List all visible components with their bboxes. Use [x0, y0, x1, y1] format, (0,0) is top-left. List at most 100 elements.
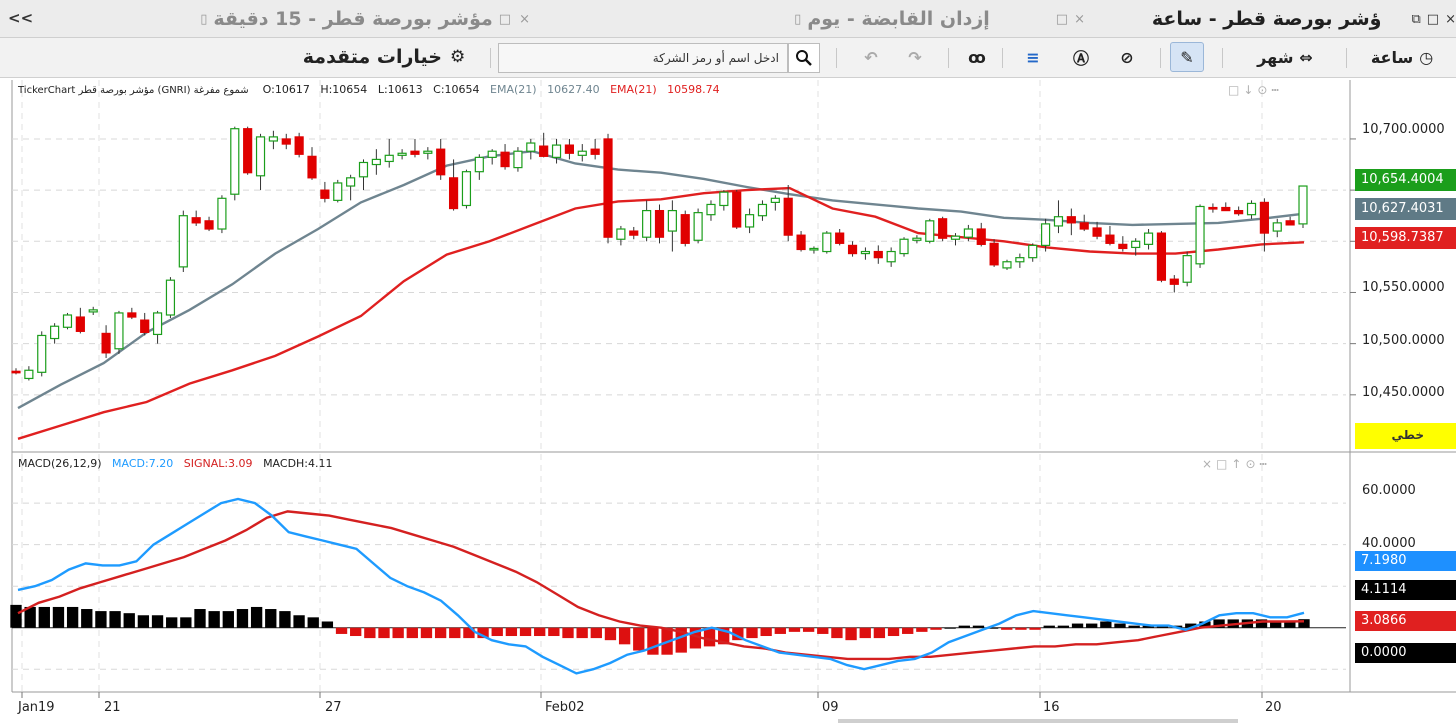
candle-body [551, 144, 562, 158]
tab-qse-hour[interactable]: × □ ⧉ ؤشر بورصة قطر - ساعة [1100, 0, 1456, 38]
candle-body [667, 209, 677, 232]
macd-histogram-bar [774, 627, 786, 634]
levels-button[interactable]: ≡ [1016, 42, 1050, 72]
candle-body [642, 209, 652, 238]
macd-histogram-bar [1255, 619, 1268, 628]
linear-scale-toggle[interactable]: خطي [1355, 423, 1456, 449]
tab-close-icon[interactable]: × [1074, 11, 1085, 27]
zero-tag: 0.0000 [1355, 643, 1456, 663]
histogram-tag: 4.1114 [1355, 580, 1456, 600]
candle-body [616, 228, 626, 240]
candle-body [1169, 278, 1179, 285]
candle-body [564, 144, 574, 154]
macd-histogram-bar [718, 627, 730, 645]
tab-label: إزدان القابضة - يوم [807, 8, 990, 30]
date-label: Feb02 [545, 700, 585, 715]
price-axis-tick: 10,700.0000 [1362, 122, 1445, 137]
macd-histogram-bar [10, 604, 22, 628]
separator [836, 48, 837, 68]
candle-body [1092, 227, 1102, 237]
macd-histogram-bar [236, 609, 249, 628]
redo-icon: ↷ [908, 47, 922, 67]
macd-histogram-bar [802, 627, 815, 632]
macd-line [17, 497, 1305, 675]
macd-histogram-bar [1057, 625, 1070, 628]
candle-body [423, 150, 433, 154]
candle-body [152, 312, 163, 336]
date-label: 20 [1265, 700, 1282, 715]
macd-histogram-bar [279, 611, 291, 628]
month-period-button[interactable]: ⇔ شهر [1230, 42, 1340, 72]
candle-body [873, 250, 883, 259]
candle-body [294, 136, 304, 155]
separator [948, 48, 949, 68]
search-button[interactable] [788, 43, 820, 73]
candle-body [500, 151, 510, 168]
tab-restore-icon[interactable]: □ [1055, 11, 1069, 27]
company-search-input[interactable]: ادخل اسم أو رمز الشركة [498, 43, 788, 73]
alert-button[interactable]: Ⓐ [1066, 42, 1096, 72]
candle-body [165, 279, 176, 316]
chart-canvas[interactable] [0, 80, 1456, 724]
macd-histogram-bar [1128, 625, 1140, 628]
tab-qse-15min[interactable]: × □ مؤشر بورصة قطر - 15 دقيقة ▯ [200, 0, 530, 38]
candle-body [1234, 209, 1244, 215]
candle-body [371, 158, 381, 166]
candle-body [1066, 216, 1076, 224]
tab-restore-icon[interactable]: □ [498, 11, 512, 27]
candle-body [191, 217, 201, 224]
price-panel-controls[interactable]: □↓⊙┅ [1228, 83, 1283, 97]
macd-histogram-bar [519, 627, 532, 637]
tab-close-icon[interactable]: × [519, 11, 530, 27]
candle-body [11, 370, 21, 374]
indicator-button[interactable]: ⊘ [1112, 42, 1142, 72]
collapse-tabs-button[interactable]: << [8, 9, 34, 27]
candle-body [101, 332, 111, 354]
candle-body [1053, 216, 1064, 227]
tab-label: مؤشر بورصة قطر - 15 دقيقة [213, 8, 493, 30]
time-scrollbar[interactable] [838, 719, 1238, 723]
macd-histogram-bar [420, 627, 433, 639]
last-price-tag: 10,654.4004 [1355, 169, 1456, 191]
tab-close-icon[interactable]: × [1445, 11, 1456, 27]
macd-panel-controls[interactable]: ×□↑⊙┅ [1202, 457, 1271, 471]
candle-body [886, 250, 896, 263]
macd-histogram-bar [463, 627, 475, 639]
candle-body [526, 142, 536, 152]
high-value: H:10654 [320, 83, 368, 96]
macd-histogram-bar [1100, 621, 1112, 628]
hour-interval-button[interactable]: ◷ ساعة [1352, 42, 1452, 72]
candle-body [590, 148, 600, 155]
undo-button[interactable]: ↶ [856, 42, 886, 72]
candle-body [860, 250, 871, 255]
redo-button[interactable]: ↷ [900, 42, 930, 72]
close-value: C:10654 [433, 83, 480, 96]
candle-body [127, 312, 137, 318]
candle-body [680, 214, 690, 244]
macd-histogram-bar [392, 627, 404, 639]
tab-ezdan-day[interactable]: × □ إزدان القابضة - يوم ▯ [755, 0, 1085, 38]
date-label: 21 [104, 700, 121, 715]
candle-body [899, 238, 909, 255]
macd-info-line: MACD(26,12,9) MACD:7.20 SIGNAL:3.09 MACD… [18, 457, 333, 470]
macd-histogram-bar [95, 611, 107, 628]
tab-restore-icon[interactable]: □ [1426, 11, 1440, 27]
candle-body [603, 138, 613, 238]
tab-popout-icon[interactable]: ⧉ [1411, 11, 1421, 27]
candle-body [745, 214, 755, 228]
clock-icon: ◷ [1419, 47, 1434, 67]
price-info-line: TickerChart مؤشر بورصة قطر (GNRI) شموع م… [18, 83, 720, 96]
macd-histogram-bar [1142, 625, 1154, 628]
candle-body [140, 319, 150, 333]
advanced-options-button[interactable]: ⚙ خيارات متقدمة [284, 42, 484, 72]
candle-body [950, 235, 961, 240]
candle-body [1246, 202, 1257, 216]
binoculars-button[interactable]: ꝏ [960, 42, 994, 72]
candle-body [539, 145, 549, 157]
drawing-tools-button[interactable]: ✎ [1170, 42, 1204, 72]
candle-body [384, 154, 394, 163]
toolbar: ◷ ساعة ⇔ شهر ✎ ⊘ Ⓐ ≡ ꝏ ↷ ↶ [0, 38, 1456, 78]
macd-histogram-bar [109, 611, 121, 628]
tab-bar: << × □ مؤشر بورصة قطر - 15 دقيقة ▯ × □ إ… [0, 0, 1456, 38]
